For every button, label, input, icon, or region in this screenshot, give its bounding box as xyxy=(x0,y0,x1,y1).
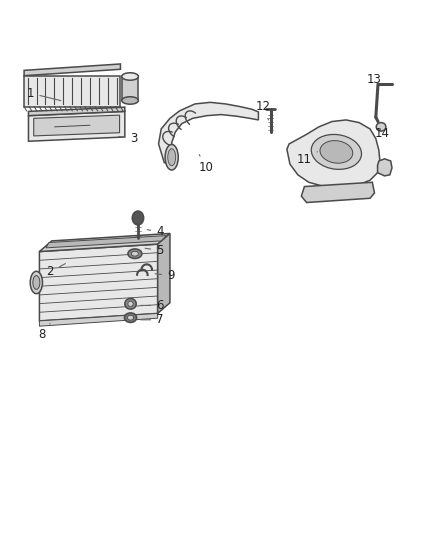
Text: 4: 4 xyxy=(147,225,164,238)
Ellipse shape xyxy=(320,141,353,163)
Text: 9: 9 xyxy=(155,269,175,282)
Text: 11: 11 xyxy=(297,152,318,166)
Text: 10: 10 xyxy=(198,155,213,174)
Ellipse shape xyxy=(376,123,386,131)
Ellipse shape xyxy=(127,315,134,320)
Ellipse shape xyxy=(168,149,176,166)
Polygon shape xyxy=(24,76,120,107)
Ellipse shape xyxy=(131,251,138,256)
Text: 13: 13 xyxy=(367,74,382,92)
Polygon shape xyxy=(287,120,380,188)
Polygon shape xyxy=(46,236,166,248)
Ellipse shape xyxy=(128,249,142,259)
Circle shape xyxy=(132,211,144,225)
Polygon shape xyxy=(122,76,138,100)
Ellipse shape xyxy=(122,73,138,80)
Polygon shape xyxy=(28,107,125,116)
Ellipse shape xyxy=(165,144,178,170)
Text: 2: 2 xyxy=(46,264,65,278)
Polygon shape xyxy=(34,115,120,136)
Ellipse shape xyxy=(30,271,42,294)
Polygon shape xyxy=(159,102,258,165)
Polygon shape xyxy=(28,111,125,141)
Ellipse shape xyxy=(125,298,136,309)
Polygon shape xyxy=(39,233,170,252)
Text: 6: 6 xyxy=(141,299,164,312)
Polygon shape xyxy=(378,159,392,176)
Ellipse shape xyxy=(122,96,138,104)
Ellipse shape xyxy=(128,301,133,306)
Ellipse shape xyxy=(311,134,361,169)
Text: 5: 5 xyxy=(145,244,163,257)
Ellipse shape xyxy=(124,313,137,322)
Polygon shape xyxy=(24,64,120,76)
Text: 1: 1 xyxy=(27,87,61,101)
Text: 7: 7 xyxy=(141,313,164,326)
Text: 14: 14 xyxy=(374,127,389,140)
Polygon shape xyxy=(39,244,158,321)
Polygon shape xyxy=(301,182,374,203)
Text: 3: 3 xyxy=(119,132,137,145)
Polygon shape xyxy=(158,233,170,313)
Polygon shape xyxy=(39,313,158,326)
Text: 8: 8 xyxy=(38,324,50,341)
Text: 12: 12 xyxy=(255,100,270,120)
Ellipse shape xyxy=(33,276,40,289)
